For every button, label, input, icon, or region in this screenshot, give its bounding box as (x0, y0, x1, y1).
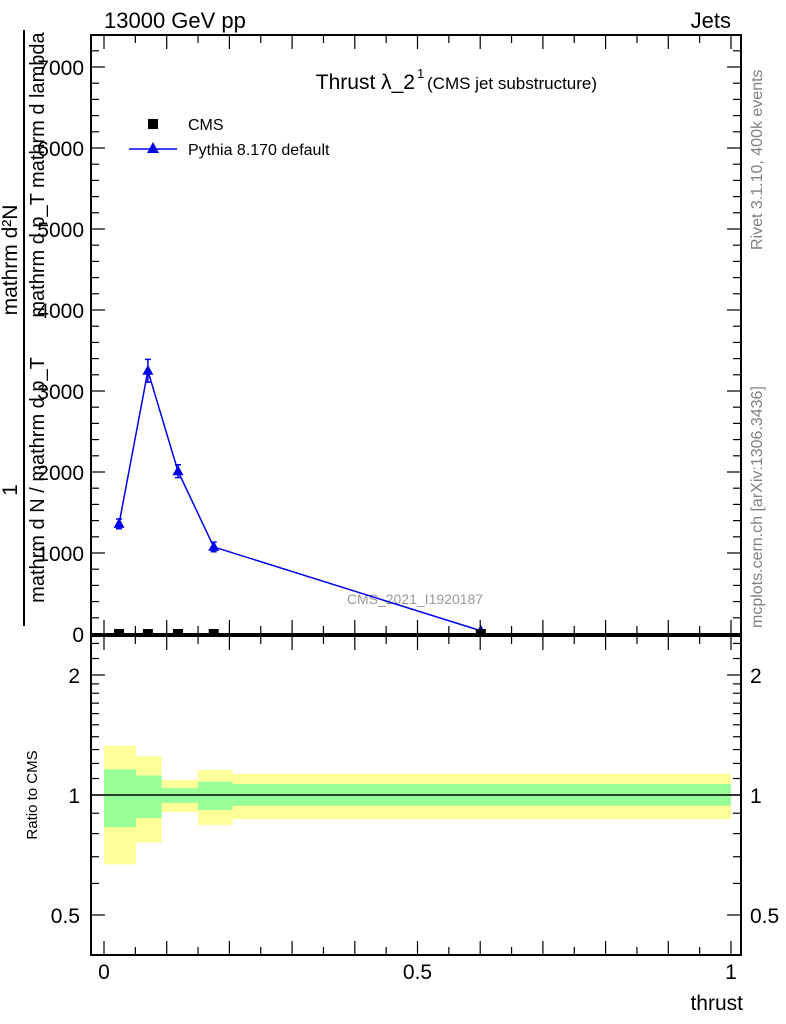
legend-mc-marker (147, 142, 159, 153)
main-y-tick-label: 7000 (37, 57, 84, 80)
ylabel-num-bottom: 1 (0, 484, 22, 496)
data-point (475, 629, 486, 634)
ratio-y-tick-label: 2 (68, 665, 80, 688)
legend-mc-label: Pythia 8.170 default (188, 142, 330, 159)
chart-subtitle: (CMS jet substructure) (427, 74, 597, 93)
main-y-tick-label: 6000 (37, 138, 84, 161)
chart-title: Thrust λ_2 (316, 71, 415, 94)
main-y-tick-label: 3000 (37, 381, 84, 404)
inner-band-bin (198, 781, 233, 811)
data-series (114, 629, 486, 634)
main-y-tick-label: 5000 (37, 219, 84, 242)
main-frame (90, 34, 742, 635)
watermark: CMS_2021_I1920187 (347, 591, 483, 607)
x-tick-label: 0.5 (403, 961, 432, 984)
ratio-y-tick-label-right: 1 (750, 785, 762, 808)
legend-cms-label: CMS (188, 117, 224, 134)
main-y-tick-label: 2000 (37, 462, 84, 485)
ylabel-den-top: mathrm d p_T mathrm d lambda (27, 31, 49, 317)
main-y-tick-label: 0 (72, 624, 84, 647)
header-right: Jets (691, 8, 731, 33)
mc-point (172, 465, 184, 476)
main-y-tick-label: 4000 (37, 300, 84, 323)
x-axis-label: thrust (690, 992, 743, 1015)
data-point (172, 629, 183, 634)
inner-band-bin (135, 775, 162, 819)
ylabel-num-top: mathrm d²N (0, 205, 22, 316)
header-left: 13000 GeV pp (104, 8, 246, 33)
ratio-bands (104, 745, 731, 865)
mc-point (208, 540, 220, 551)
mc-point (142, 364, 154, 375)
ratio-y-tick-label: 1 (68, 785, 80, 808)
data-point (208, 629, 219, 634)
main-y-axis-label: mathrm d²N 1 mathrm d p_T mathrm d lambd… (0, 30, 49, 626)
x-tick-label: 1 (725, 961, 737, 984)
legend-cms-marker (148, 119, 158, 129)
side-mcplots: mcplots.cern.ch [arXiv:1306.3436] (749, 386, 766, 628)
side-rivet: Rivet 3.1.10, 400k events (749, 69, 766, 250)
inner-band-bin (104, 769, 136, 828)
ratio-y-tick-label-right: 0.5 (750, 905, 779, 928)
ratio-y-tick-label-right: 2 (750, 665, 762, 688)
data-point (114, 629, 125, 634)
data-point (142, 629, 153, 634)
x-tick-label: 0 (98, 961, 110, 984)
mc-point (113, 517, 125, 528)
chart-title-sup: 1 (417, 66, 424, 81)
mc-series (113, 358, 487, 635)
main-y-tick-label: 1000 (37, 543, 84, 566)
ylabel-den-bottom: mathrm d N / mathrm d p_T (27, 357, 49, 603)
ratio-y-tick-label: 0.5 (51, 905, 80, 928)
legend: CMS Pythia 8.170 default (129, 117, 330, 159)
ratio-y-axis-label: Ratio to CMS (24, 750, 41, 839)
axis-ticks: 0 1000 2000 3000 4000 5000 6000 7000 0.5 0.5 1 1 2 2 0… (37, 33, 779, 984)
